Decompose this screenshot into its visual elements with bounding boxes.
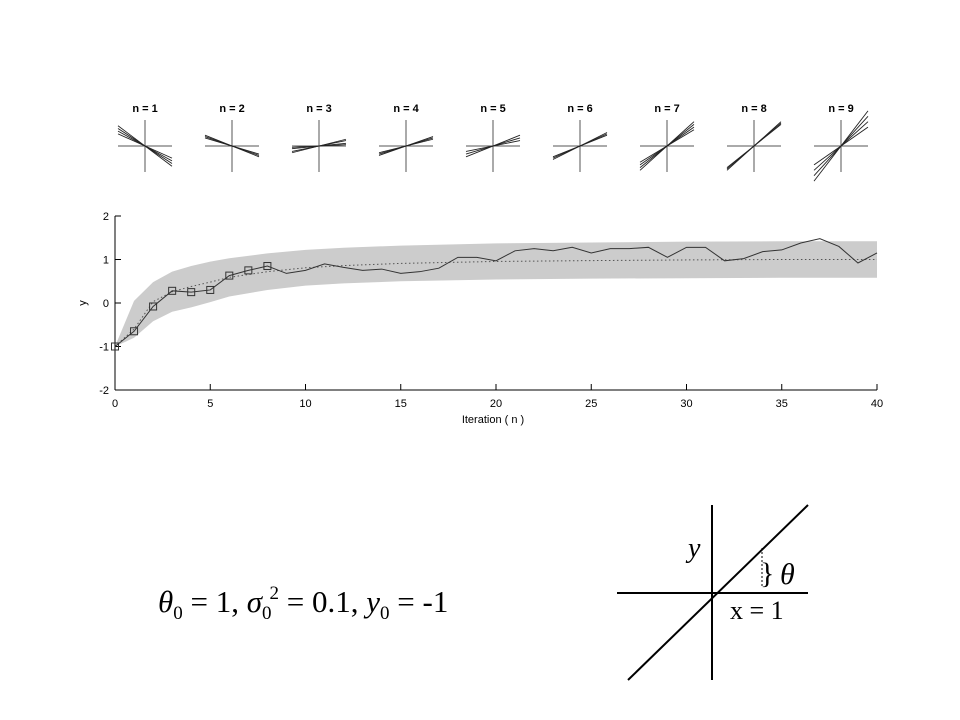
panel-title: n = 2 bbox=[219, 103, 244, 115]
marker bbox=[149, 302, 158, 311]
y-tick-label: -2 bbox=[99, 385, 109, 397]
x-label: x = 1 bbox=[730, 596, 784, 625]
eq-part: = 1, bbox=[183, 584, 247, 619]
panel-line bbox=[465, 134, 521, 158]
diagram-line bbox=[627, 504, 809, 681]
marker bbox=[225, 271, 234, 280]
eq-part: y bbox=[363, 584, 380, 619]
eq-part: 0 bbox=[262, 603, 272, 624]
x-tick-label: 35 bbox=[776, 398, 788, 410]
panel-line bbox=[204, 134, 260, 158]
eq-part: θ bbox=[158, 584, 173, 619]
marker bbox=[187, 288, 196, 297]
panel-title: n = 5 bbox=[480, 103, 505, 115]
x-tick-label: 5 bbox=[207, 398, 213, 410]
x-axis-label: Iteration ( n ) bbox=[462, 414, 524, 426]
y-tick-label: -1 bbox=[99, 342, 109, 354]
mean-line bbox=[114, 259, 877, 347]
x-tick-label: 20 bbox=[490, 398, 502, 410]
panel-line bbox=[378, 136, 434, 156]
panel-title: n = 1 bbox=[132, 103, 157, 115]
panel-title: n = 4 bbox=[393, 103, 419, 115]
panel-title: n = 9 bbox=[828, 103, 853, 115]
x-tick-label: 10 bbox=[299, 398, 311, 410]
x-tick-label: 0 bbox=[112, 398, 118, 410]
marker bbox=[244, 266, 253, 275]
panel-title: n = 6 bbox=[567, 103, 592, 115]
panel-title: n = 7 bbox=[654, 103, 679, 115]
panel-line bbox=[813, 110, 869, 182]
marker bbox=[111, 342, 119, 351]
marker bbox=[206, 285, 215, 294]
panel-line bbox=[291, 138, 347, 154]
x-tick-label: 15 bbox=[395, 398, 407, 410]
panel-line bbox=[117, 125, 173, 167]
x-tick-label: 25 bbox=[585, 398, 597, 410]
y-tick-label: 2 bbox=[103, 211, 109, 223]
brace: } bbox=[760, 557, 774, 590]
eq-part: 2 bbox=[270, 583, 280, 604]
panels: n = 1 n = 2 n = 3 n = 4 n = 5 n = 6 n = 7 n = 8… bbox=[117, 103, 869, 182]
diagram bbox=[617, 504, 809, 681]
panel-title: n = 8 bbox=[741, 103, 766, 115]
panel-title: n = 3 bbox=[306, 103, 331, 115]
marker bbox=[168, 286, 177, 295]
y-tick-label: 0 bbox=[103, 298, 109, 310]
eq-part: 0 bbox=[380, 603, 390, 624]
eq-part: = 0.1, bbox=[279, 584, 366, 619]
sample-line bbox=[114, 238, 878, 347]
marker bbox=[263, 262, 272, 271]
y-label: y bbox=[685, 533, 701, 564]
y-axis-label: y bbox=[77, 300, 89, 306]
x-tick-label: 30 bbox=[680, 398, 692, 410]
eq-part: σ bbox=[247, 584, 264, 619]
eq-part: 0 bbox=[173, 603, 183, 624]
panel-line bbox=[726, 121, 782, 171]
y-tick-label: 1 bbox=[103, 255, 109, 267]
panel-line bbox=[639, 121, 695, 171]
panel-line bbox=[552, 132, 608, 160]
x-tick-label: 40 bbox=[871, 398, 883, 410]
eq-part: = -1 bbox=[390, 584, 449, 619]
equation: θ0 = 1, σ02 = 0.1, y0 = -1 bbox=[158, 583, 448, 624]
marker bbox=[130, 327, 139, 336]
angle-label: θ bbox=[780, 558, 795, 591]
confidence-band bbox=[115, 241, 877, 347]
